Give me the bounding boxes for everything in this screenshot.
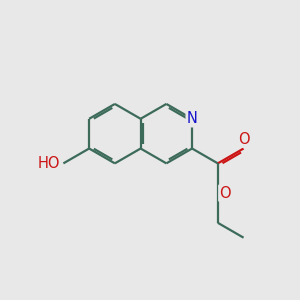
Text: N: N — [187, 111, 197, 126]
Text: O: O — [219, 186, 231, 201]
Text: O: O — [238, 132, 249, 147]
Text: HO: HO — [37, 156, 60, 171]
